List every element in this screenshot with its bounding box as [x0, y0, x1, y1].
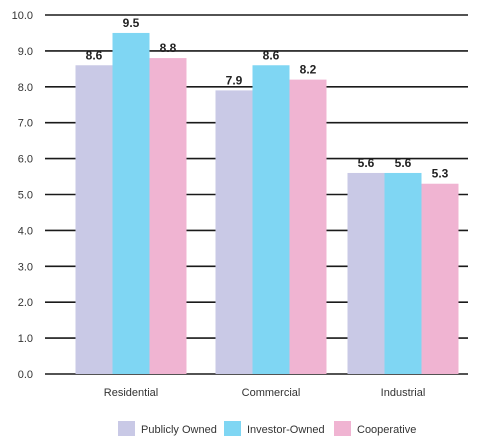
y-tick-label: 7.0 [18, 118, 33, 130]
y-tick-label: 9.0 [18, 46, 33, 58]
data-label: 8.6 [263, 48, 280, 62]
bar [149, 58, 187, 375]
legend: Publicly Owned Investor-Owned Cooperative [118, 421, 416, 436]
data-label: 8.8 [160, 41, 177, 55]
legend-swatch [334, 421, 351, 436]
legend-swatch [118, 421, 135, 436]
bar [347, 172, 385, 374]
data-label: 8.6 [86, 48, 103, 62]
legend-label: Investor-Owned [247, 424, 325, 436]
data-label: 7.9 [226, 73, 243, 87]
bar [112, 32, 150, 374]
data-label: 5.6 [358, 156, 375, 170]
x-category-label: Industrial [381, 387, 426, 399]
data-label: 5.6 [395, 156, 412, 170]
bar [252, 65, 290, 374]
bars [75, 32, 459, 375]
x-category-label: Residential [104, 387, 158, 399]
x-category-label: Commercial [242, 387, 301, 399]
bar [384, 172, 422, 374]
data-label: 8.2 [300, 63, 317, 77]
data-label: 5.3 [432, 167, 449, 181]
bar [75, 65, 113, 374]
bar [421, 183, 459, 374]
legend-swatch [224, 421, 241, 436]
bar [215, 90, 253, 374]
y-tick-label: 5.0 [18, 190, 33, 202]
y-tick-label: 8.0 [18, 82, 33, 94]
data-labels: 8.6 9.5 8.8 7.9 8.6 8.2 5.6 5.6 5.3 [86, 16, 449, 181]
y-axis-ticks: 0.0 1.0 2.0 3.0 4.0 5.0 6.0 7.0 8.0 9.0 10.0 [12, 10, 33, 381]
bar [289, 79, 327, 375]
x-axis-categories: Residential Commercial Industrial [104, 387, 426, 399]
y-tick-label: 0.0 [18, 369, 33, 381]
y-tick-label: 10.0 [12, 10, 33, 22]
y-tick-label: 2.0 [18, 297, 33, 309]
y-tick-label: 3.0 [18, 261, 33, 273]
data-label: 9.5 [123, 16, 140, 30]
y-tick-label: 6.0 [18, 154, 33, 166]
legend-label: Publicly Owned [141, 424, 217, 436]
legend-label: Cooperative [357, 424, 416, 436]
y-tick-label: 4.0 [18, 225, 33, 237]
y-tick-label: 1.0 [18, 333, 33, 345]
